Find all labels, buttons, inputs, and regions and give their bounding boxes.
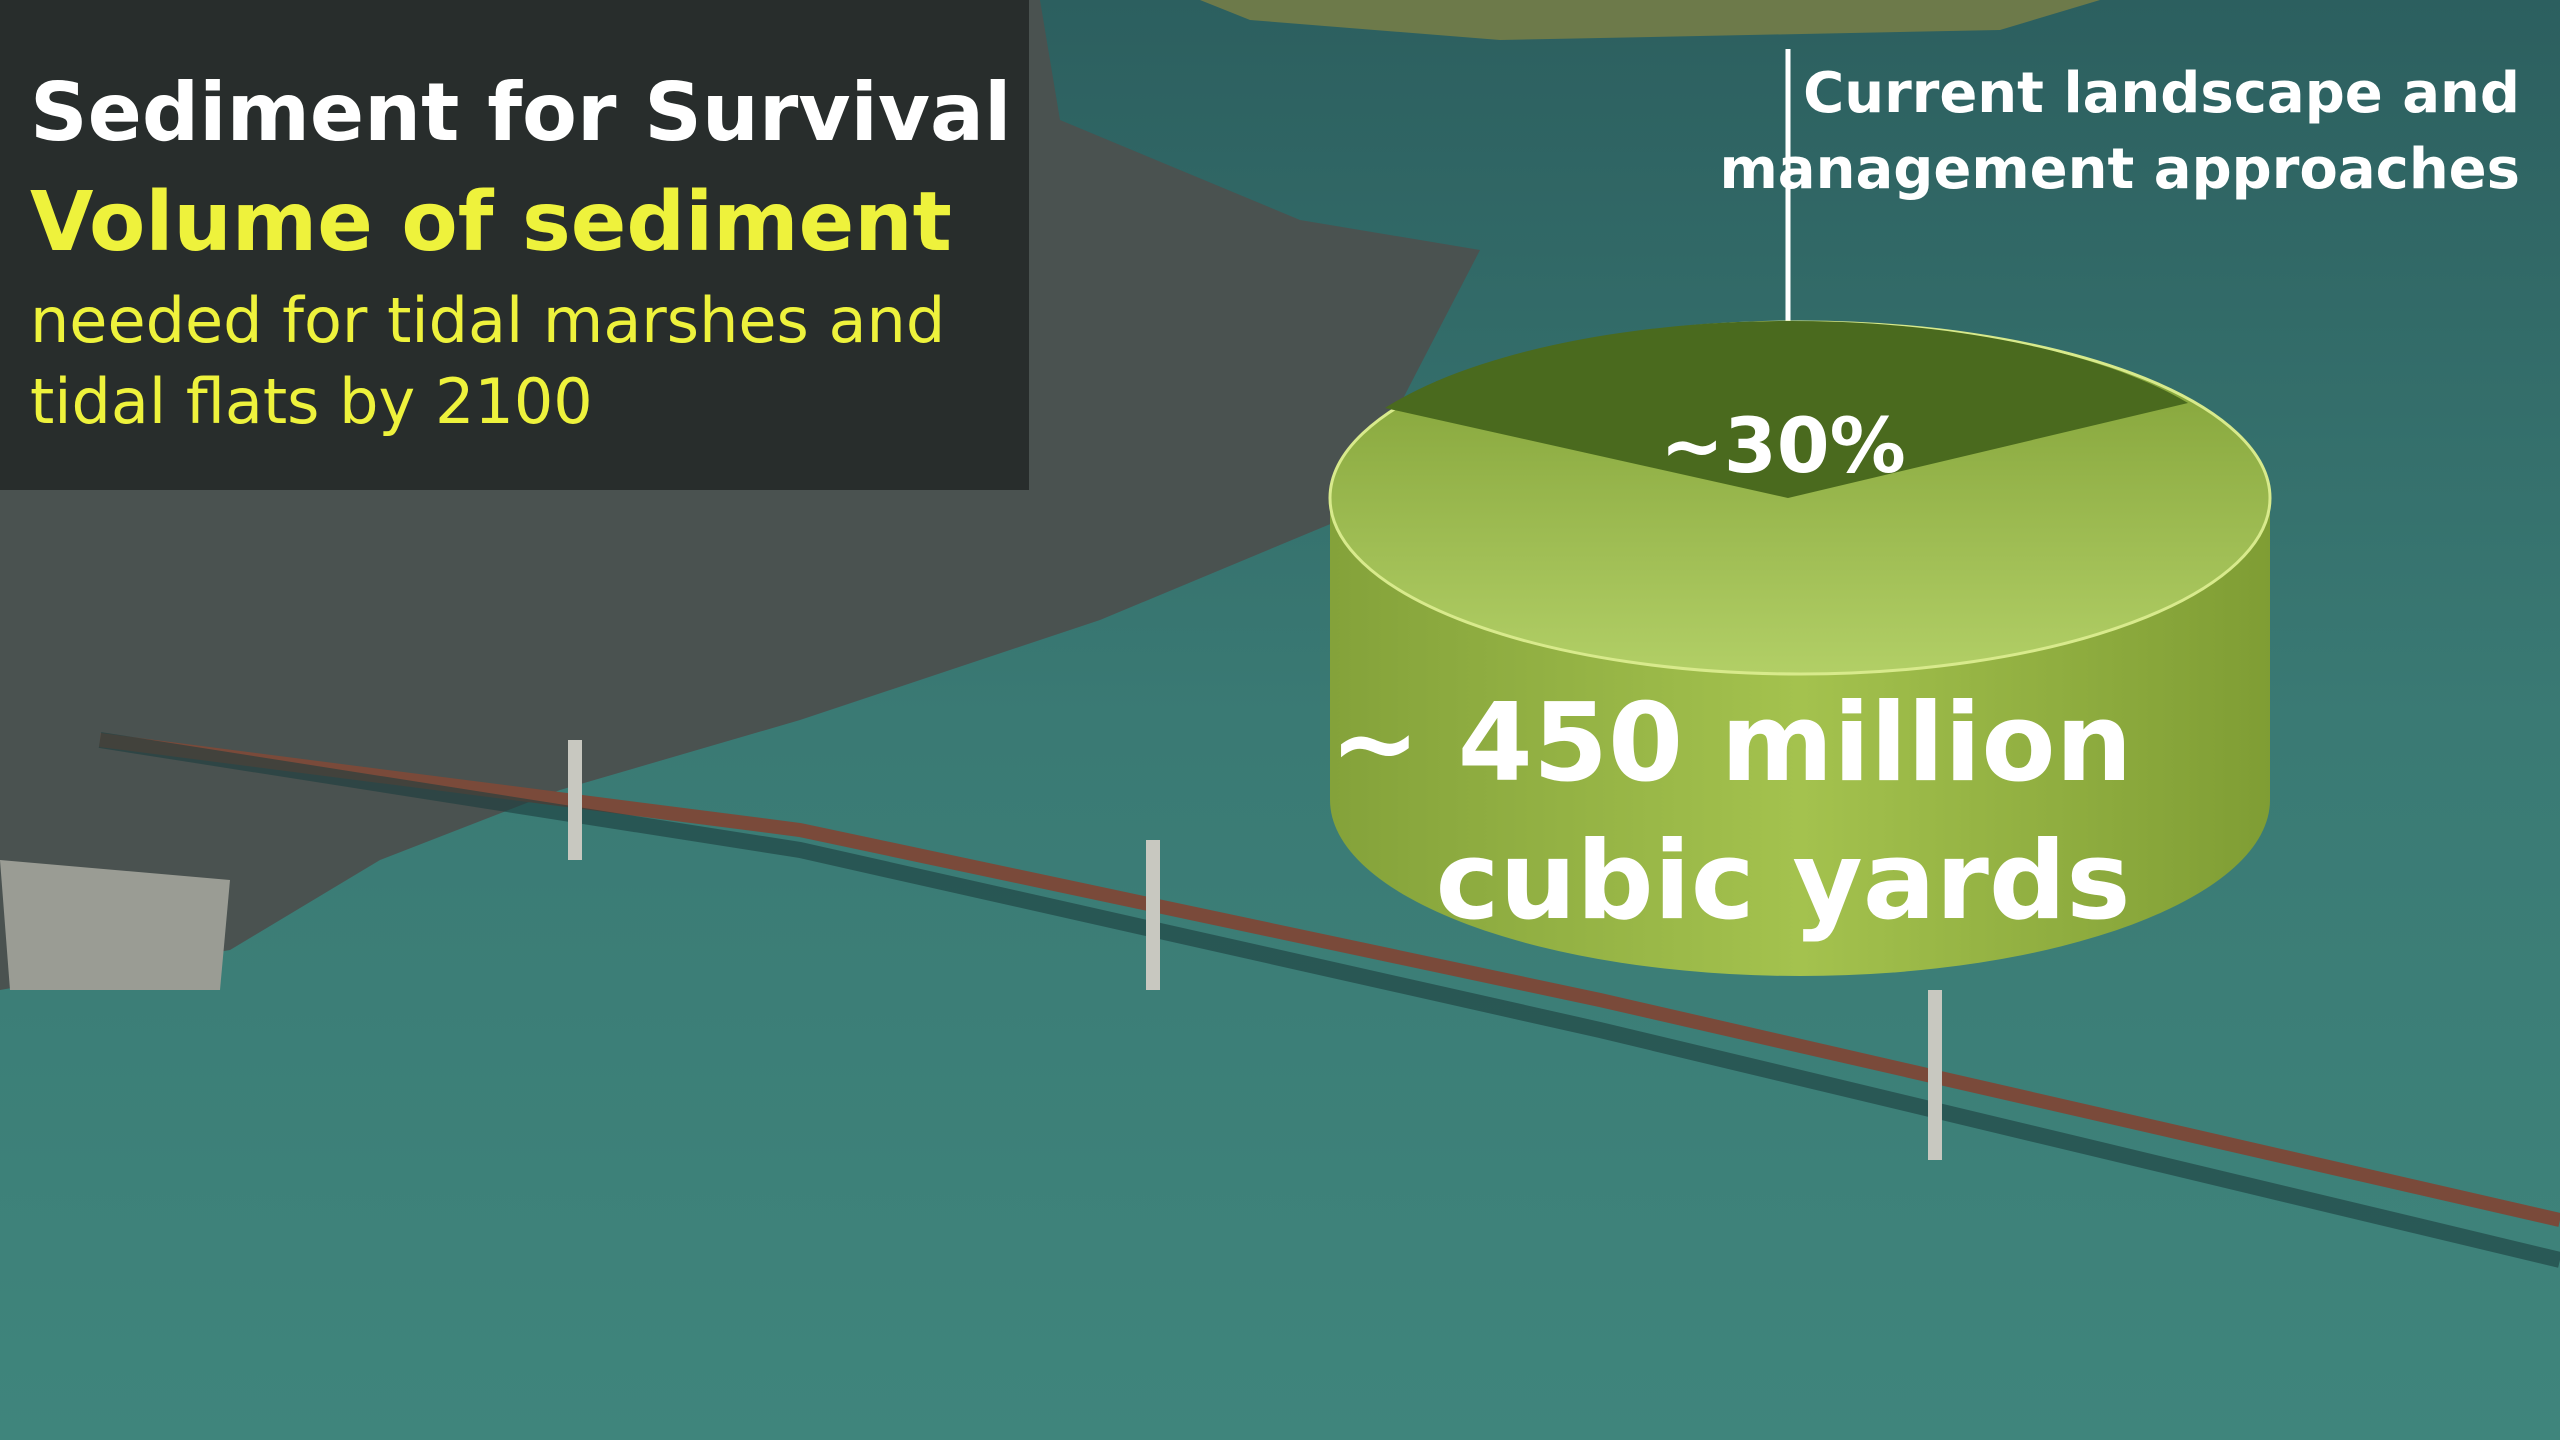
description-line: needed for tidal marshes and: [30, 284, 945, 357]
title: Sediment for Survival: [30, 66, 1011, 159]
callout-line: management approaches: [1719, 137, 2520, 202]
pier: [0, 860, 230, 990]
description-line: tidal flats by 2100: [30, 365, 593, 438]
total-label: ~ 450 million: [1330, 681, 2133, 806]
page: Sediment for Survival Volume of sediment…: [0, 0, 2560, 1440]
callout-line: Current landscape and: [1803, 61, 2520, 126]
slide: Sediment for Survival Volume of sediment…: [0, 0, 2560, 1440]
subtitle: Volume of sediment: [30, 175, 952, 270]
slice-label: ~30%: [1660, 401, 1906, 490]
total-label: cubic yards: [1436, 819, 2131, 944]
